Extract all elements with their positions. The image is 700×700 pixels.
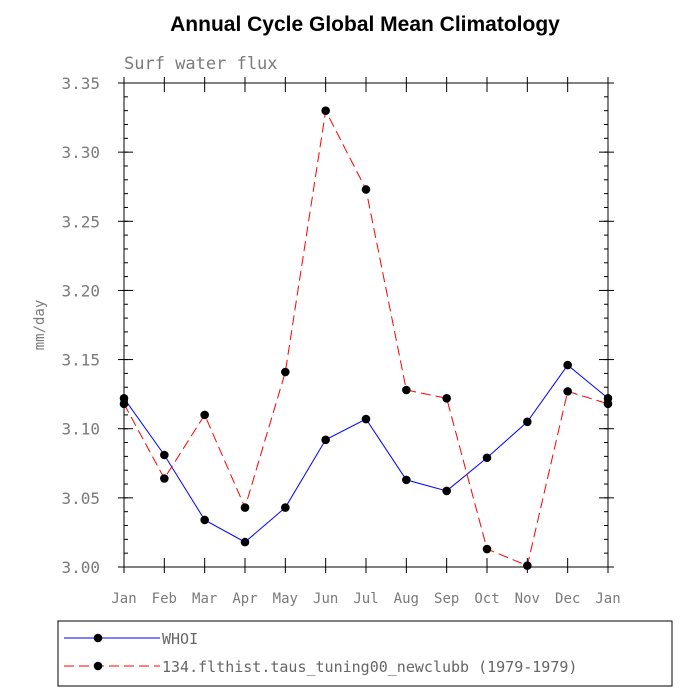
x-tick-label: Apr: [232, 591, 257, 607]
series-1-point: [200, 515, 209, 525]
x-tick-label: Feb: [152, 591, 177, 607]
x-tick-label: Sep: [434, 591, 459, 607]
series-2-point: [200, 410, 209, 420]
x-tick-label: Dec: [555, 591, 580, 607]
series-2-point: [442, 393, 451, 403]
series-2-point: [361, 185, 371, 194]
plot-frame: [123, 82, 609, 568]
y-tick-label: 3.10: [61, 420, 100, 439]
series-2-point: [240, 503, 250, 512]
x-tick-label: Jun: [313, 591, 338, 607]
x-tick-label: Nov: [515, 591, 540, 607]
series-2-point: [281, 367, 290, 377]
x-tick-label: Jul: [353, 591, 378, 607]
x-tick-label: May: [273, 591, 298, 607]
series-1-point: [321, 435, 330, 445]
chart-subtitle: Surf water flux: [124, 54, 278, 74]
series-1-point: [402, 475, 411, 485]
series-2-point: [119, 399, 129, 409]
legend-label-2: 134.flthist.taus_tuning00_newclubb (1979…: [162, 658, 577, 676]
series-2-point: [321, 106, 330, 115]
legend-box: [57, 620, 673, 687]
series-1-point: [442, 486, 451, 496]
series-2-point: [523, 561, 532, 570]
y-tick-label: 3.35: [61, 74, 100, 93]
series-1-point: [281, 503, 290, 512]
y-tick-label: 3.15: [61, 351, 100, 370]
x-tick-label: Jan: [111, 591, 136, 607]
series-line-1: [123, 364, 609, 543]
series-1-point: [160, 450, 169, 460]
x-tick-label: Jan: [595, 591, 620, 607]
y-tick-label: 3.05: [61, 489, 100, 508]
series-2-point: [402, 385, 411, 395]
legend-marker-2: [93, 661, 103, 671]
legend: WHOI 134.flthist.taus_tuning00_newclubb (…: [57, 620, 673, 687]
series-2-point: [160, 474, 169, 483]
y-axis-label: mm/day: [32, 300, 48, 351]
x-tick-label: Aug: [394, 591, 419, 607]
y-tick-label: 3.30: [61, 143, 100, 162]
y-tick-label: 3.00: [61, 558, 100, 577]
series-2-point: [563, 387, 572, 396]
series-line-2: [123, 109, 609, 567]
series-1-point: [240, 537, 250, 547]
series-layer: [119, 106, 613, 570]
y-tick-label: 3.25: [61, 212, 100, 231]
legend-marker-1: [93, 633, 103, 643]
chart-title: Annual Cycle Global Mean Climatology: [170, 13, 560, 36]
series-1-point: [523, 417, 532, 427]
x-tick-label: Mar: [192, 591, 217, 607]
series-1-point: [482, 453, 492, 463]
series-2-point: [603, 399, 613, 409]
series-2-point: [482, 544, 492, 554]
series-1-point: [563, 360, 572, 370]
y-tick-label: 3.20: [61, 281, 100, 300]
axes: 3.00 3.05 3.10 3.15 3.20 3.25 3.30 3.35 Jan Feb Ma…: [61, 74, 620, 607]
legend-label-1: WHOI: [162, 630, 198, 648]
x-tick-label: Oct: [474, 591, 499, 607]
series-1-point: [361, 414, 371, 424]
